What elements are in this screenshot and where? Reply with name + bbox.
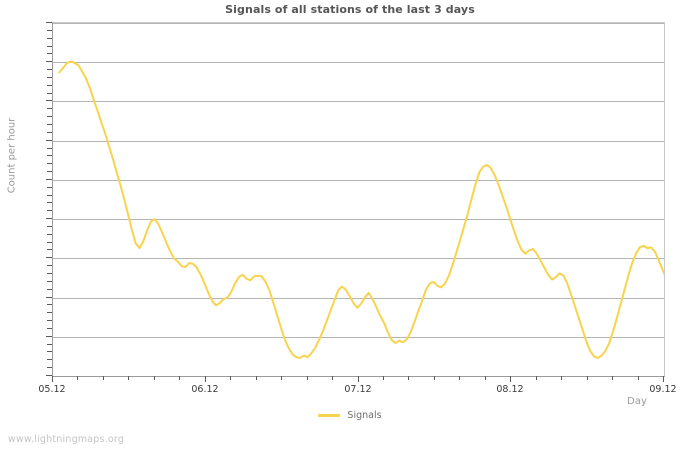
y-axis-tick-minor [47, 320, 52, 321]
gridline [53, 180, 664, 181]
y-axis-tick-minor [47, 155, 52, 156]
gridline [53, 141, 664, 142]
y-axis-tick-minor [47, 351, 52, 352]
y-axis-tick-minor [47, 163, 52, 164]
x-axis-tick-minor [307, 376, 308, 380]
y-axis-tick-minor [47, 108, 52, 109]
y-axis-tick-major [46, 179, 52, 180]
signals-line [58, 60, 664, 359]
y-axis-tick-minor [47, 202, 52, 203]
x-axis-tick-minor [332, 376, 333, 380]
y-axis-tick-minor [47, 344, 52, 345]
y-axis-tick-minor [47, 210, 52, 211]
x-axis-tick-minor [77, 376, 78, 380]
watermark: www.lightningmaps.org [8, 434, 125, 445]
y-axis-tick-minor [47, 304, 52, 305]
x-axis-tick-label: 06.12 [191, 384, 219, 395]
y-axis-tick-minor [47, 187, 52, 188]
x-axis-tick-minor [612, 376, 613, 380]
y-axis-tick-minor [47, 289, 52, 290]
x-axis-tick-minor [281, 376, 282, 380]
y-axis-tick-minor [47, 195, 52, 196]
x-axis-tick-major [663, 376, 664, 382]
gridline [53, 219, 664, 220]
y-axis-title: Count per hour [6, 117, 18, 194]
y-axis-tick-minor [47, 328, 52, 329]
gridline [53, 101, 664, 102]
y-axis-tick-minor [47, 242, 52, 243]
x-axis-tick-major [510, 376, 511, 382]
x-axis-tick-label: 05.12 [38, 384, 66, 395]
y-axis-tick-minor [47, 171, 52, 172]
y-axis-tick-minor [47, 69, 52, 70]
y-axis-tick-minor [47, 249, 52, 250]
y-axis-tick-minor [47, 132, 52, 133]
x-axis-tick-major [52, 376, 53, 382]
x-axis-tick-minor [638, 376, 639, 380]
x-axis-tick-minor [154, 376, 155, 380]
gridline [53, 337, 664, 338]
y-axis-tick-minor [47, 265, 52, 266]
y-axis-tick-minor [47, 367, 52, 368]
y-axis-tick-minor [47, 85, 52, 86]
legend-swatch-signals [318, 414, 341, 417]
y-axis-tick-major [46, 375, 52, 376]
y-axis-tick-minor [47, 312, 52, 313]
y-axis-tick-major [46, 100, 52, 101]
x-axis-tick-minor [408, 376, 409, 380]
y-axis-tick-minor [47, 148, 52, 149]
legend-label-signals: Signals [347, 410, 382, 421]
x-axis-tick-minor [434, 376, 435, 380]
y-axis-tick-minor [47, 53, 52, 54]
y-axis-tick-minor [47, 124, 52, 125]
y-axis-tick-major [46, 22, 52, 23]
y-axis-tick-minor [47, 281, 52, 282]
y-axis-tick-major [46, 140, 52, 141]
gridline [53, 23, 664, 24]
y-axis-tick-minor [47, 46, 52, 47]
y-axis-tick-minor [47, 77, 52, 78]
gridline [53, 298, 664, 299]
y-axis-tick-minor [47, 359, 52, 360]
x-axis-tick-minor [128, 376, 129, 380]
x-axis-tick-minor [230, 376, 231, 380]
x-axis-tick-label: 09.12 [649, 384, 677, 395]
y-axis-tick-minor [47, 234, 52, 235]
y-axis-tick-major [46, 61, 52, 62]
gridline [53, 62, 664, 63]
y-axis-tick-major [46, 257, 52, 258]
gridline [53, 258, 664, 259]
gridlines [53, 23, 664, 376]
y-axis-tick-major [46, 218, 52, 219]
x-axis-tick-minor [561, 376, 562, 380]
y-axis-tick-minor [47, 30, 52, 31]
x-axis-tick-minor [536, 376, 537, 380]
x-axis-tick-minor [485, 376, 486, 380]
y-axis-tick-minor [47, 93, 52, 94]
x-axis-tick-label: 07.12 [344, 384, 372, 395]
series-signals [58, 60, 664, 359]
x-axis-tick-minor [103, 376, 104, 380]
x-axis-tick-major [358, 376, 359, 382]
x-axis-tick-major [205, 376, 206, 382]
y-axis-tick-minor [47, 38, 52, 39]
x-axis-tick-minor [459, 376, 460, 380]
x-axis-tick-minor [587, 376, 588, 380]
x-axis-tick-minor [383, 376, 384, 380]
x-axis-title: Day [627, 396, 647, 407]
y-axis-tick-minor [47, 273, 52, 274]
chart-legend: Signals [0, 410, 700, 421]
chart-title: Signals of all stations of the last 3 da… [225, 3, 475, 16]
x-axis-tick-minor [179, 376, 180, 380]
x-axis-tick-minor [256, 376, 257, 380]
y-axis-tick-minor [47, 116, 52, 117]
y-axis-tick-major [46, 297, 52, 298]
y-axis-tick-minor [47, 226, 52, 227]
x-axis-tick-label: 08.12 [496, 384, 524, 395]
plot-area [52, 22, 665, 377]
y-axis-tick-major [46, 336, 52, 337]
